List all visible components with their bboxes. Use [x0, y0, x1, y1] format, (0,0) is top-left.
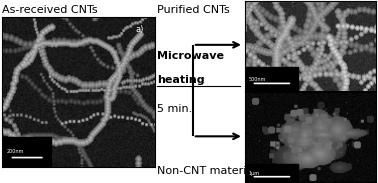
Text: 5 min.: 5 min. [157, 104, 192, 114]
Bar [245, 164, 297, 182]
Text: heating: heating [157, 75, 204, 85]
Text: Non-CNT material: Non-CNT material [157, 166, 256, 176]
Bar [2, 137, 51, 167]
Text: Purified CNTs: Purified CNTs [157, 5, 229, 15]
Text: a): a) [136, 25, 144, 34]
Text: 1μm: 1μm [249, 171, 260, 176]
Text: As-received CNTs: As-received CNTs [2, 5, 98, 16]
Text: Microwave: Microwave [157, 51, 224, 61]
Text: 500nm: 500nm [249, 77, 266, 82]
Text: 200nm: 200nm [6, 149, 24, 154]
Bar [245, 67, 297, 91]
